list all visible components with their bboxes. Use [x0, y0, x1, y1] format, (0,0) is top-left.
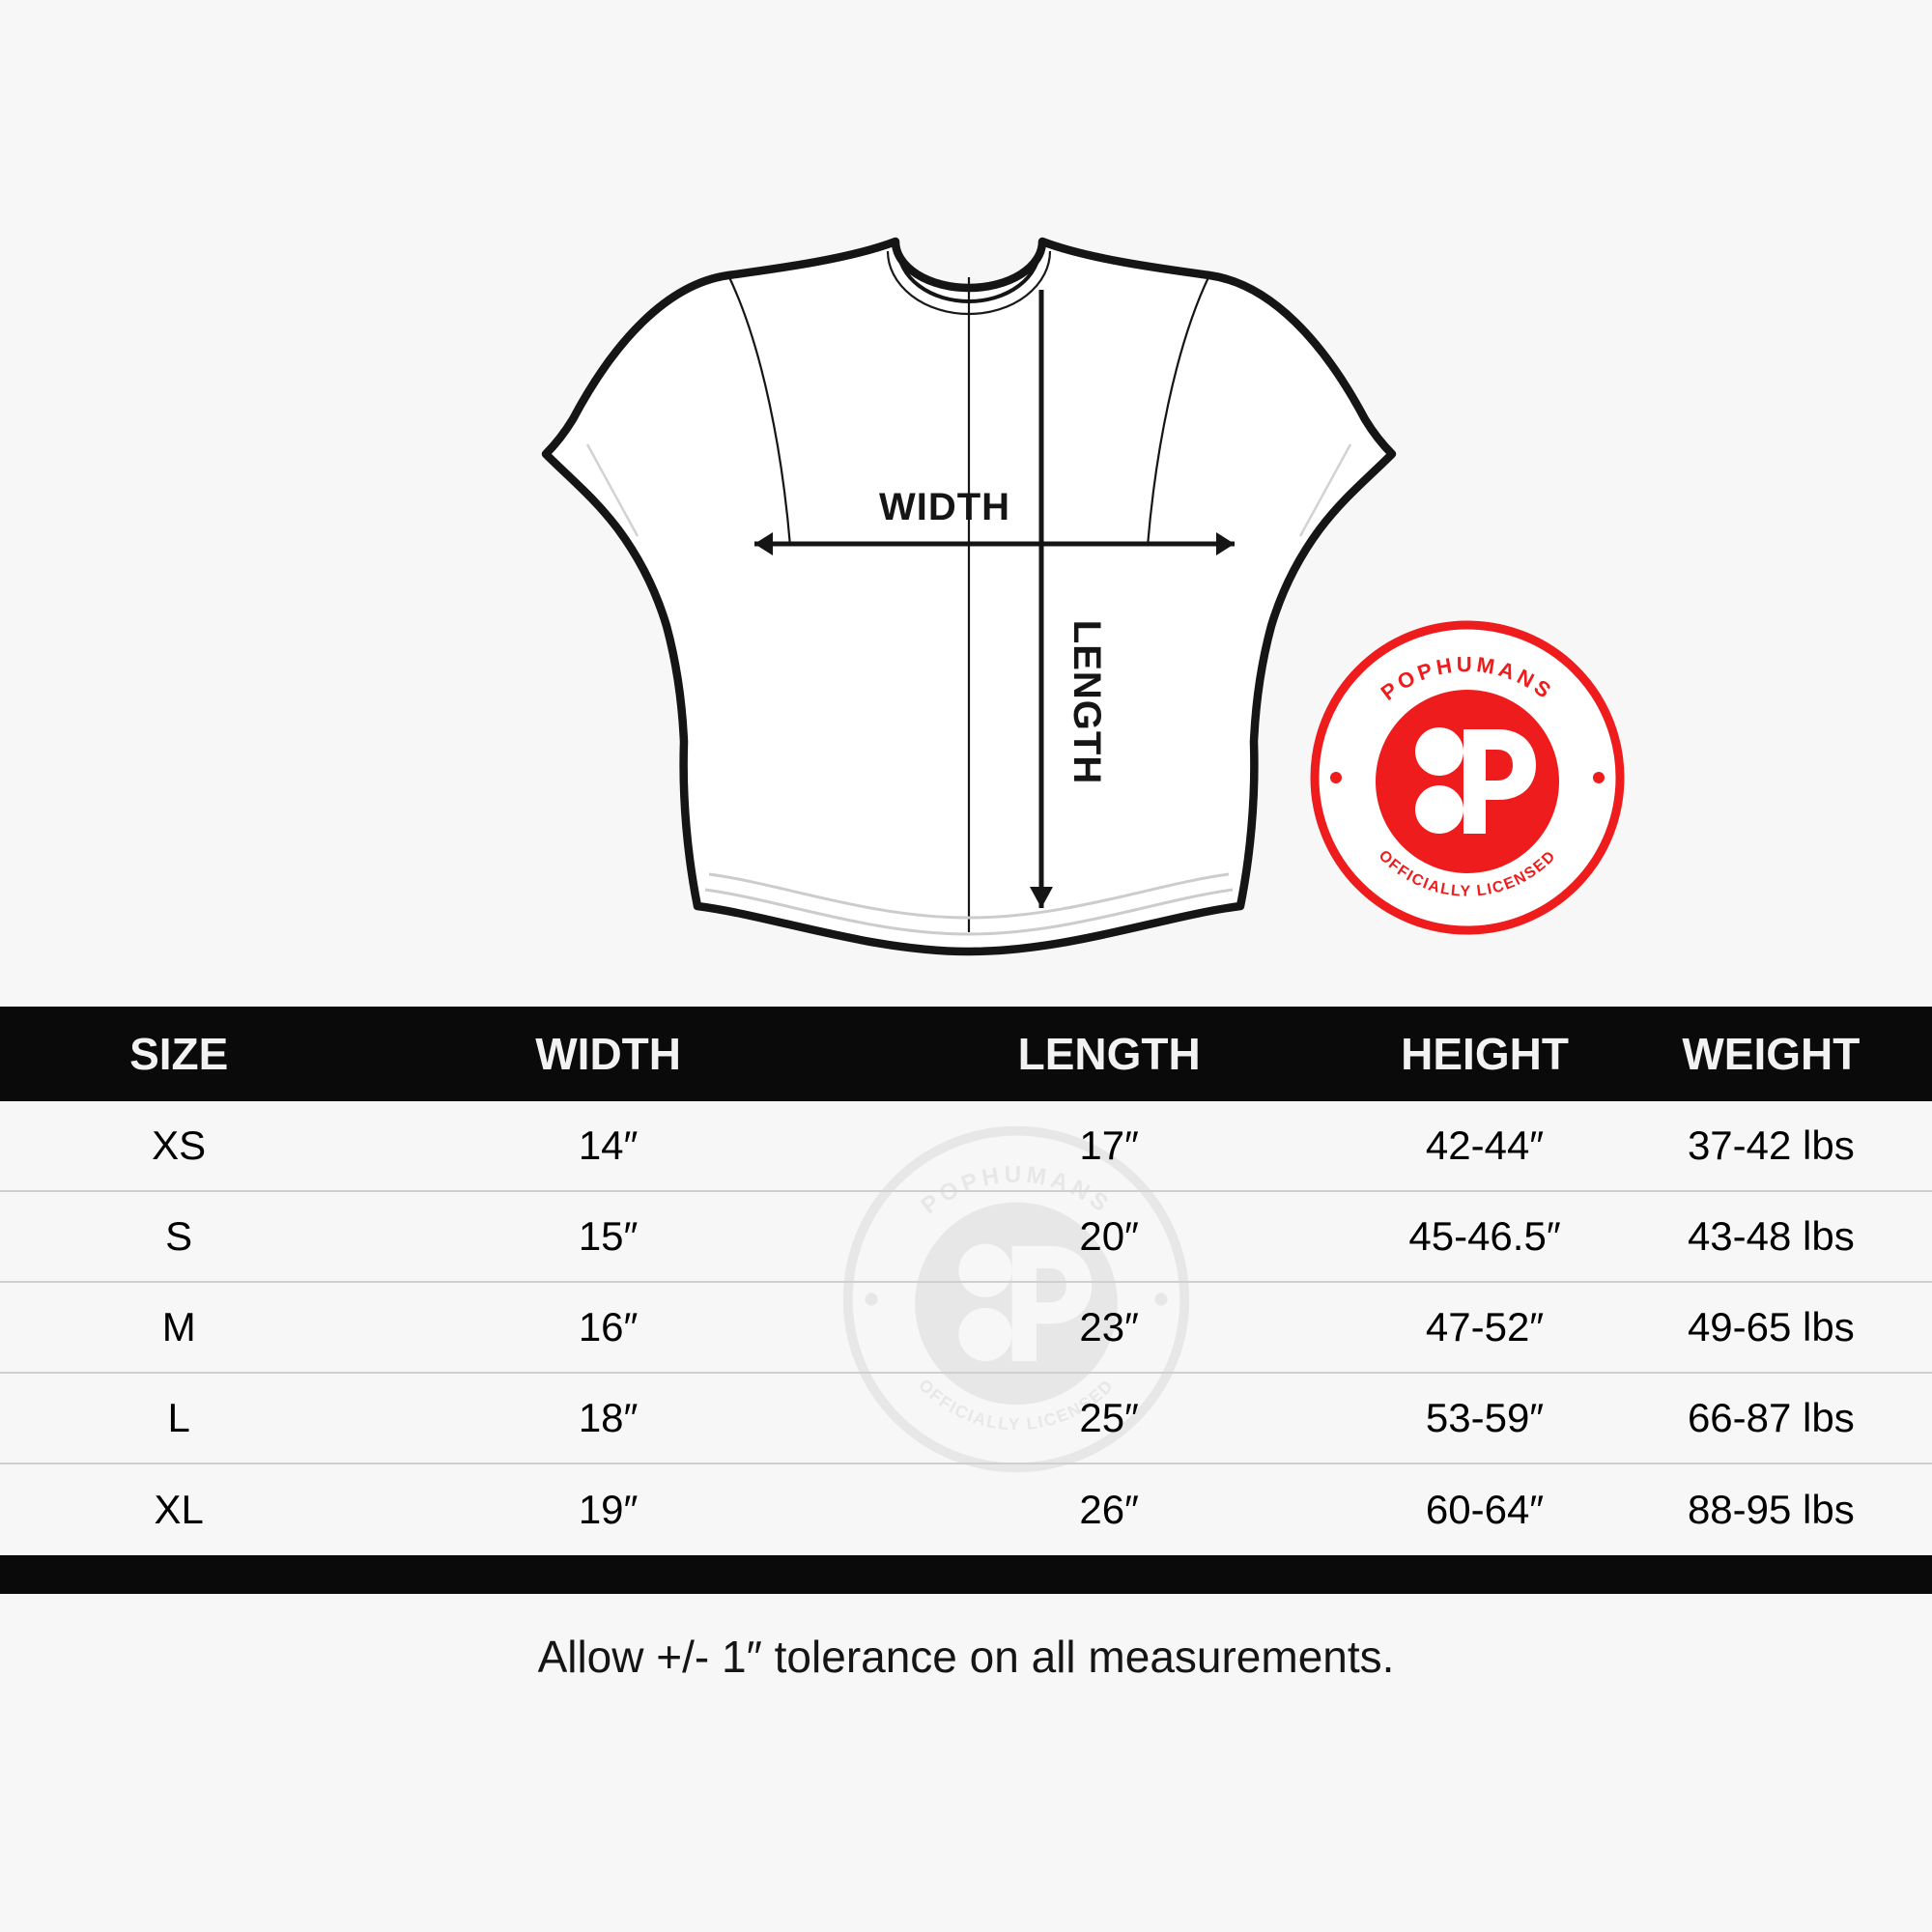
- svg-text:WIDTH: WIDTH: [879, 486, 1010, 528]
- svg-text:LENGTH: LENGTH: [1065, 620, 1108, 784]
